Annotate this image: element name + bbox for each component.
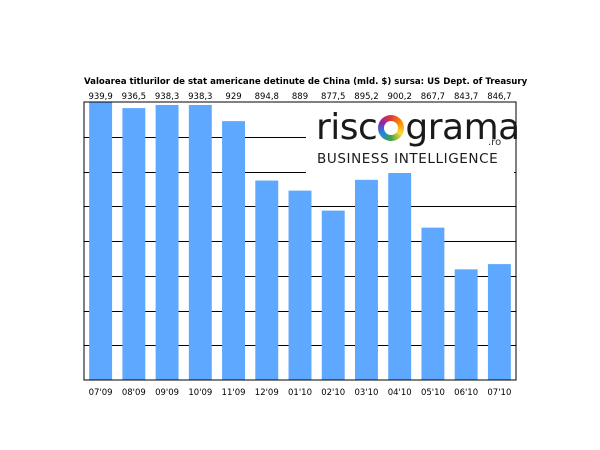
x-tick-label: 01'10	[288, 388, 312, 398]
bar	[454, 269, 478, 380]
bar	[487, 264, 511, 380]
bar	[354, 179, 378, 380]
x-tick-label: 04'10	[388, 388, 412, 398]
x-tick-label: 05'10	[421, 388, 445, 398]
value-label: 867,7	[421, 92, 445, 102]
bar	[421, 227, 445, 380]
value-label: 877,5	[321, 92, 345, 102]
logo-word-a: risc	[316, 107, 378, 148]
bar	[89, 102, 113, 380]
bar	[122, 108, 146, 381]
value-label: 929	[225, 92, 241, 102]
bars	[89, 102, 511, 381]
x-tick-label: 07'09	[89, 388, 113, 398]
x-tick-label: 09'09	[155, 388, 179, 398]
value-label: 938,3	[155, 92, 179, 102]
bar	[155, 104, 179, 381]
chart-title: Valoarea titlurilor de stat americane de…	[84, 77, 528, 87]
value-label: 900,2	[388, 92, 412, 102]
logo-ring-icon	[378, 115, 405, 141]
x-tick-label: 07'10	[487, 388, 511, 398]
logo-tagline: BUSINESS INTELLIGENCE	[317, 151, 499, 167]
logo-wordmark: risc grama	[316, 107, 520, 148]
x-tick-labels: 07'09 08'09 09'09 10'09 11'09 12'09 01'10 02'10…	[89, 388, 512, 398]
x-tick-label: 02'10	[321, 388, 345, 398]
bar	[188, 104, 212, 381]
value-label: 889	[292, 92, 308, 102]
value-label: 939,9	[88, 92, 112, 102]
x-tick-label: 11'09	[222, 388, 246, 398]
value-label: 938,3	[188, 92, 212, 102]
value-label: 894,8	[255, 92, 279, 102]
logo-word-b: grama	[405, 107, 520, 148]
logo-domain: .ro	[488, 137, 502, 148]
x-tick-label: 03'10	[354, 388, 378, 398]
bar	[255, 180, 279, 380]
plot-frame	[83, 101, 517, 381]
x-tick-label: 08'09	[122, 388, 146, 398]
value-label: 843,7	[454, 92, 478, 102]
bar	[321, 210, 345, 380]
x-tick-label: 06'10	[454, 388, 478, 398]
brand-logo: risc grama .ro BUSINESS INTELLIGENCE	[306, 107, 520, 173]
value-label: 936,5	[122, 92, 146, 102]
value-label: 895,2	[354, 92, 378, 102]
value-label: 846,7	[487, 92, 511, 102]
bar	[388, 171, 412, 380]
x-tick-label: 12'09	[255, 388, 279, 398]
bar	[222, 121, 246, 381]
value-labels: 939,9 936,5 938,3 938,3 929 894,8 889 877,5 895,…	[88, 92, 511, 102]
x-tick-label: 10'09	[188, 388, 212, 398]
bar	[288, 190, 312, 380]
